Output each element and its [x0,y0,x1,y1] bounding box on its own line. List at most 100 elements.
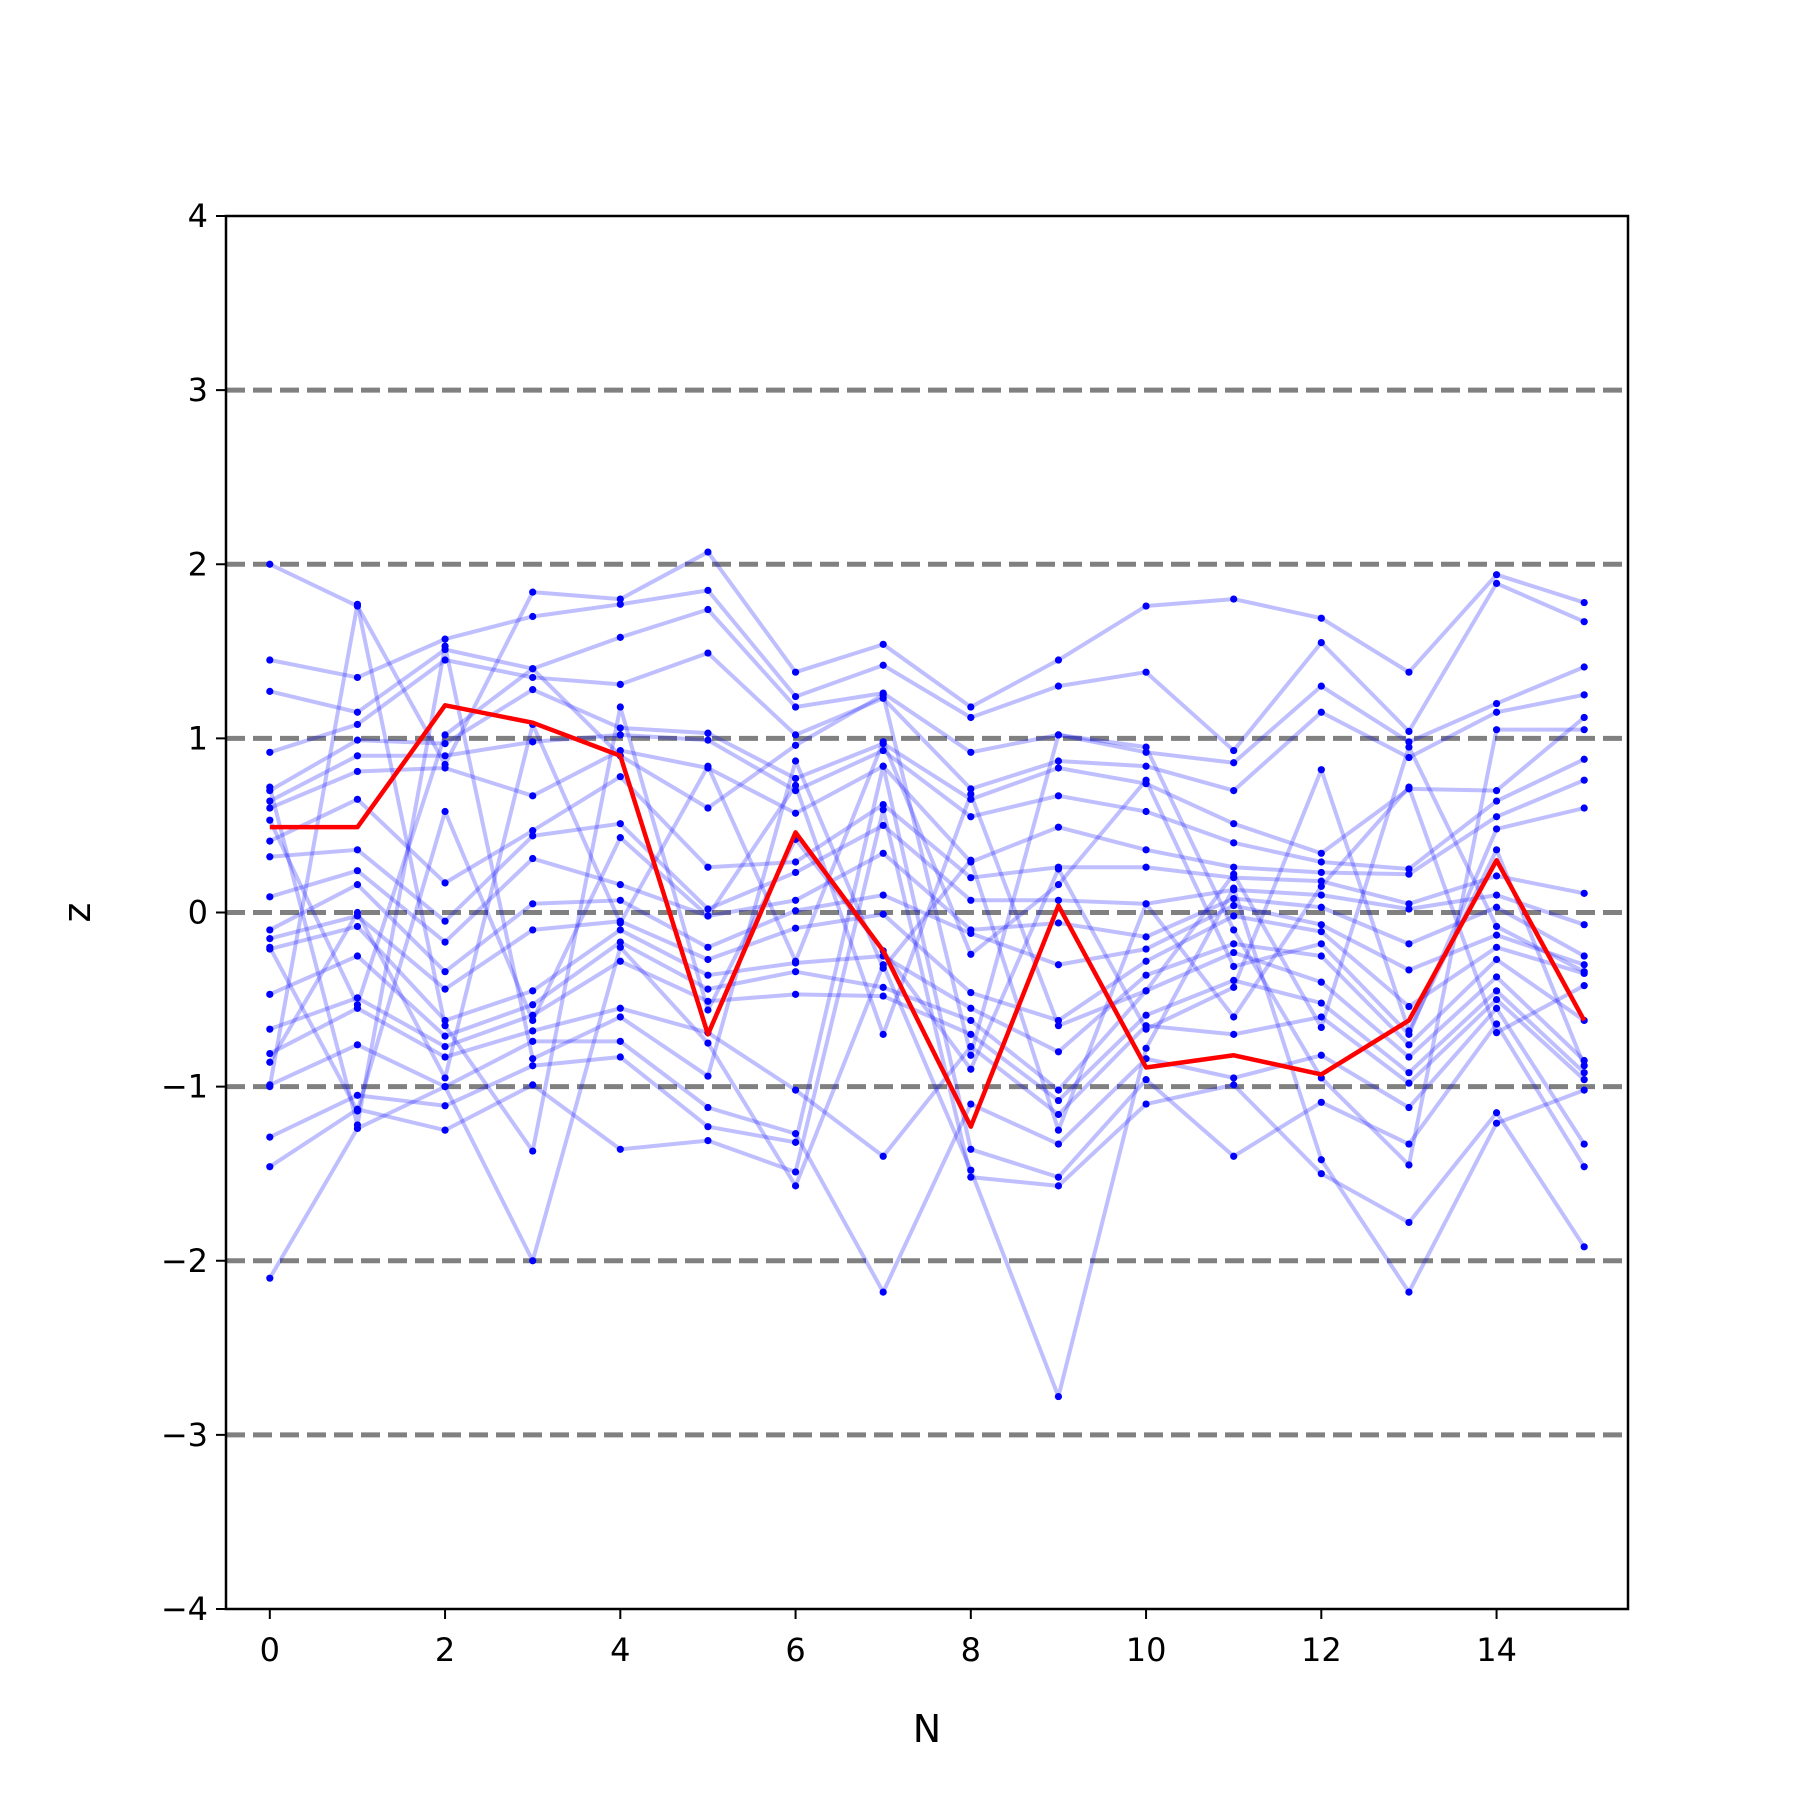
trajectory-point [1492,1020,1501,1028]
trajectory-point [1230,746,1238,755]
trajectory-point [1230,870,1238,878]
trajectory-point [1405,1079,1413,1087]
trajectory-point [1230,595,1238,603]
trajectory-point [1317,903,1325,911]
trajectory-point [791,668,800,676]
trajectory-point [1492,813,1501,821]
trajectory-point [1492,891,1501,899]
trajectory-point [967,790,975,798]
highlight-series [269,703,1587,1129]
trajectory-point [967,785,975,793]
trajectory-point [1405,753,1413,762]
trajectory-point [1142,762,1150,770]
trajectory-line [268,732,1586,871]
trajectory-point [1492,955,1501,964]
trajectory-line [268,687,1586,856]
trajectory-point [441,1074,449,1082]
trajectory-point [529,1081,537,1089]
trajectory-point [1317,1098,1325,1106]
trajectory-point [1230,1074,1238,1082]
trajectory-point [879,849,887,857]
trajectory-point [1405,900,1413,908]
trajectory-point [791,1130,800,1138]
trajectory-point [1580,691,1588,699]
trajectory-point [967,929,975,937]
trajectory-point [879,1030,887,1038]
trajectory-point [1142,748,1150,756]
trajectory-point [1054,1126,1063,1134]
trajectory-point [967,703,975,711]
trajectory-point [1317,877,1325,885]
trajectory-point [353,1001,362,1009]
trajectory-point [1580,804,1588,812]
trajectory-point [266,687,274,695]
trajectory-point [441,752,449,760]
trajectory-point [616,834,624,842]
trajectory-point [1317,1013,1325,1021]
trajectory-point [616,724,624,732]
trajectory-point [1230,948,1238,957]
trajectory-point [353,673,362,682]
trajectory-point [1405,1053,1413,1061]
trajectory-point [1492,1109,1501,1117]
trajectory-point [967,950,975,958]
trajectory-point [1142,743,1150,751]
trajectory-point [879,983,887,991]
trajectory-line [269,924,1586,1054]
trajectory-point [353,867,362,875]
trajectory-point [967,1004,975,1012]
trajectory-point [967,1145,975,1153]
trajectory-point [1230,1152,1238,1160]
trajectory-point [441,642,449,650]
trajectory-point [1580,921,1588,929]
trajectory-point [1230,940,1238,948]
trajectory-point [791,1086,800,1094]
trajectory-point [529,1147,537,1155]
trajectory-point [266,990,274,998]
trajectory-point [1405,727,1413,736]
trajectory-point [1580,961,1588,969]
trajectory-point [1054,1392,1063,1401]
trajectory-point [704,905,712,913]
trajectory-point [353,1107,362,1115]
trajectory-point [1405,668,1413,676]
trajectory-point [1580,1140,1588,1148]
trajectory-point [266,1274,274,1282]
trajectory-point [353,922,362,931]
trajectory-point [441,1016,449,1025]
trajectory-point [1317,1051,1325,1059]
trajectory-point [616,1013,624,1021]
trajectory-point [1580,1062,1588,1070]
trajectory-point [1230,1013,1238,1021]
trajectory-point [441,1126,449,1134]
trajectory-point [1142,807,1150,816]
trajectory-point [616,773,624,781]
x-tick-label: 12 [1301,1631,1342,1669]
trajectory-point [1317,978,1325,986]
trajectory-point [353,736,362,744]
trajectory-point [1054,823,1063,831]
trajectory-point [441,1022,449,1030]
trajectory-point [1317,999,1325,1007]
trajectory-point [1405,905,1413,913]
trajectory-point [1405,940,1413,948]
trajectory-line [268,882,1585,974]
trajectory-point [1317,921,1325,929]
trajectory-point [1230,863,1238,871]
trajectory-point [1054,896,1063,904]
trajectory-point [967,795,975,803]
trajectory-point [1054,961,1063,969]
trajectory-line [268,807,1586,1248]
trajectory-point [616,1004,624,1012]
trajectory-point [1142,987,1150,995]
trajectory-point [1580,755,1588,763]
trajectory-point [353,1091,362,1099]
trajectory-line [269,748,1585,877]
trajectory-point [1230,976,1238,985]
trajectory-point [1492,922,1501,931]
trajectory-point [1492,903,1501,911]
trajectory-point [1405,1161,1413,1169]
trajectory-line [267,644,1586,1133]
trajectory-point [1405,1140,1413,1148]
trajectory-point [1054,1086,1063,1094]
